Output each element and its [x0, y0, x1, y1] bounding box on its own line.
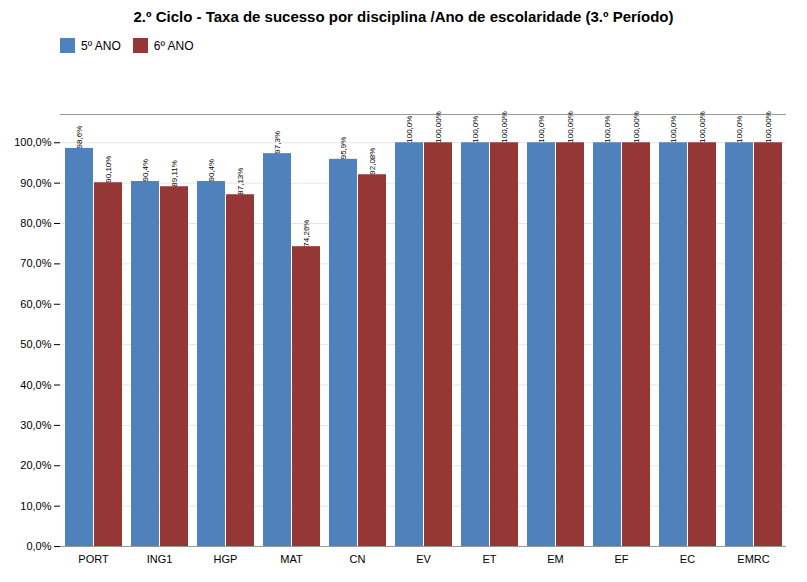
svg-text:CN: CN [350, 553, 366, 565]
svg-text:100,00%: 100,00% [764, 111, 773, 143]
svg-text:EF: EF [614, 553, 628, 565]
svg-text:PORT: PORT [78, 553, 109, 565]
svg-text:100,0%: 100,0% [669, 116, 678, 143]
svg-text:100,0%: 100,0% [14, 136, 52, 148]
html-text:5º ANO: 5º ANO [81, 38, 121, 53]
svg-text:92,08%: 92,08% [368, 148, 377, 175]
svg-text:100,0%: 100,0% [735, 116, 744, 143]
svg-text:98,6%: 98,6% [75, 126, 84, 149]
svg-text:ING1: ING1 [147, 553, 173, 565]
svg-text:50,0%: 50,0% [20, 338, 51, 350]
svg-text:90,0%: 90,0% [20, 177, 51, 189]
svg-text:60,0%: 60,0% [20, 298, 51, 310]
svg-text:HGP: HGP [214, 553, 238, 565]
svg-text:80,0%: 80,0% [20, 217, 51, 229]
svg-text:100,00%: 100,00% [632, 111, 641, 143]
svg-text:100,0%: 100,0% [405, 116, 414, 143]
svg-text:90,10%: 90,10% [104, 156, 113, 183]
svg-text:87,13%: 87,13% [236, 168, 245, 195]
svg-text:90,4%: 90,4% [141, 159, 150, 182]
svg-text:100,0%: 100,0% [603, 116, 612, 143]
svg-text:40,0%: 40,0% [20, 379, 51, 391]
svg-text:EM: EM [547, 553, 564, 565]
svg-text:EMRC: EMRC [737, 553, 769, 565]
svg-text:20,0%: 20,0% [20, 459, 51, 471]
svg-text:10,0%: 10,0% [20, 500, 51, 512]
svg-text:100,00%: 100,00% [434, 111, 443, 143]
svg-text:0,0%: 0,0% [26, 540, 51, 552]
svg-text:70,0%: 70,0% [20, 257, 51, 269]
svg-text:100,0%: 100,0% [537, 116, 546, 143]
svg-text:30,0%: 30,0% [20, 419, 51, 431]
svg-text:74,26%: 74,26% [302, 220, 311, 247]
svg-text:95,9%: 95,9% [339, 137, 348, 160]
svg-text:97,3%: 97,3% [273, 131, 282, 154]
svg-text:90,4%: 90,4% [207, 159, 216, 182]
svg-text:100,00%: 100,00% [698, 111, 707, 143]
svg-text:ET: ET [482, 553, 496, 565]
svg-text:89,11%: 89,11% [170, 160, 179, 187]
svg-text:100,00%: 100,00% [500, 111, 509, 143]
svg-text:100,00%: 100,00% [566, 111, 575, 143]
svg-text:EC: EC [680, 553, 695, 565]
svg-text:MAT: MAT [280, 553, 303, 565]
svg-text:EV: EV [416, 553, 431, 565]
html-text:2.º Ciclo - Taxa de sucesso po: 2.º Ciclo - Taxa de sucesso por discipli… [133, 8, 674, 25]
html-text:6º ANO: 6º ANO [153, 38, 194, 53]
svg-text:100,0%: 100,0% [471, 116, 480, 143]
